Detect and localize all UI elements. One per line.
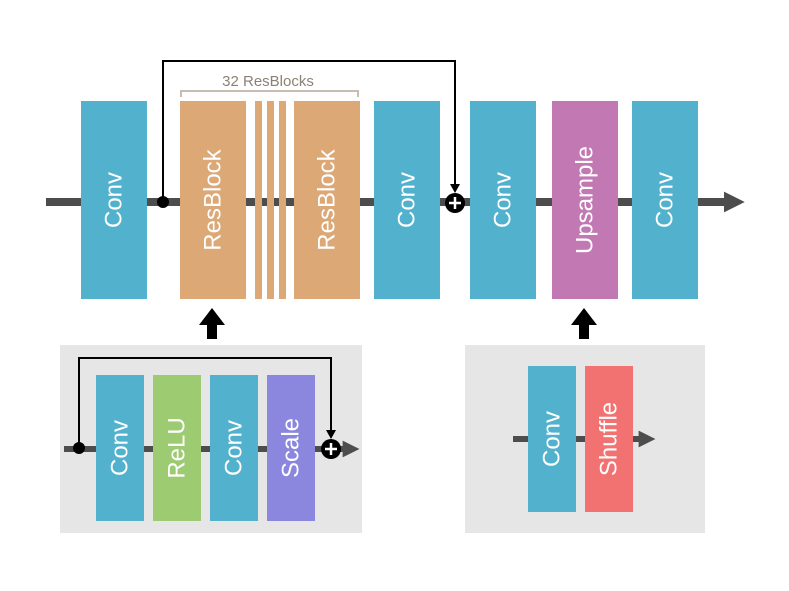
- skip-arrowhead: [450, 184, 460, 193]
- resblock-stack-bar: [279, 101, 286, 299]
- upsample-detail-panel: Conv Shuffle: [465, 345, 705, 533]
- main-upsample-block: [552, 101, 618, 299]
- resblock-sum-node-icon: [321, 439, 341, 459]
- upsample-conv-block: [528, 366, 576, 512]
- main-resblock-2-block: [294, 101, 360, 299]
- resblocks-brace: [180, 90, 359, 97]
- upsample-expand-arrow-icon: [571, 308, 597, 339]
- resblock-relu-label: ReLU: [164, 417, 191, 478]
- main-resblock-1-label: ResBlock: [200, 148, 227, 250]
- resblock-conv-1-label: Conv: [107, 420, 134, 476]
- resblock-conv-1-block: [96, 375, 144, 521]
- main-pipeline: Conv ResBlock ResBlock Conv Conv Upsampl…: [46, 60, 745, 299]
- resblock-skip-connection: [78, 357, 332, 448]
- resblocks-brace-label: 32 ResBlocks: [222, 73, 314, 90]
- upsample-shuffle-label: Shuffle: [596, 402, 623, 476]
- main-conv-2-label: Conv: [394, 172, 421, 228]
- resblock-conv-2-label: Conv: [221, 420, 248, 476]
- sum-node-icon: [445, 193, 465, 213]
- main-conv-1-block: [81, 101, 147, 299]
- main-conv-4-block: [632, 101, 698, 299]
- main-resblock-2-label: ResBlock: [314, 148, 341, 250]
- upsample-conv-label: Conv: [539, 411, 566, 467]
- resblock-conv-2-block: [210, 375, 258, 521]
- resblock-stack-bar: [267, 101, 274, 299]
- main-conv-2-block: [374, 101, 440, 299]
- resblock-scale-block: [267, 375, 315, 521]
- main-upsample-label: Upsample: [572, 146, 599, 254]
- upsample-shuffle-block: [585, 366, 633, 512]
- global-skip-connection: [162, 60, 456, 202]
- main-conv-4-label: Conv: [652, 172, 679, 228]
- main-resblock-1-block: [180, 101, 246, 299]
- resblock-expand-arrow-icon: [199, 308, 225, 339]
- resblock-skip-arrowhead: [326, 430, 336, 439]
- main-conv-3-block: [470, 101, 536, 299]
- main-conv-1-label: Conv: [101, 172, 128, 228]
- resblock-stack-bar: [255, 101, 262, 299]
- main-conv-3-label: Conv: [490, 172, 517, 228]
- resblock-scale-label: Scale: [278, 418, 305, 478]
- resblock-detail-panel: Conv ReLU Conv Scale: [60, 345, 362, 533]
- resblock-relu-block: [153, 375, 201, 521]
